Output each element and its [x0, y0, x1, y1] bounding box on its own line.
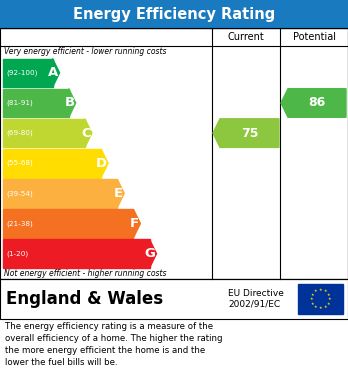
Bar	[3, 179, 117, 208]
Text: ★: ★	[326, 292, 330, 296]
Text: Not energy efficient - higher running costs: Not energy efficient - higher running co…	[4, 269, 166, 278]
Bar	[0, 279, 348, 319]
Text: ★: ★	[310, 297, 313, 301]
Text: (1-20): (1-20)	[6, 250, 28, 257]
Text: ★: ★	[328, 297, 331, 301]
Text: C: C	[81, 127, 91, 140]
Text: ★: ★	[311, 292, 315, 296]
Text: F: F	[130, 217, 139, 230]
Polygon shape	[281, 89, 346, 117]
Polygon shape	[117, 179, 124, 208]
Text: 2002/91/EC: 2002/91/EC	[228, 300, 280, 308]
Text: ★: ★	[314, 289, 318, 293]
Text: ★: ★	[323, 289, 327, 293]
Text: Potential: Potential	[293, 32, 335, 42]
Text: ★: ★	[319, 288, 322, 292]
Bar	[0, 28, 348, 279]
Bar	[3, 149, 101, 178]
Text: (92-100): (92-100)	[6, 70, 37, 76]
Text: (69-80): (69-80)	[6, 130, 33, 136]
Text: ★: ★	[323, 305, 327, 309]
Text: The energy efficiency rating is a measure of the
overall efficiency of a home. T: The energy efficiency rating is a measur…	[5, 322, 222, 368]
Text: (21-38): (21-38)	[6, 220, 33, 227]
Bar	[3, 89, 69, 117]
Polygon shape	[53, 59, 60, 87]
Polygon shape	[133, 209, 140, 238]
Polygon shape	[69, 89, 76, 117]
Text: Energy Efficiency Rating: Energy Efficiency Rating	[73, 7, 275, 22]
Bar	[3, 119, 85, 147]
Text: ★: ★	[319, 306, 322, 310]
Text: D: D	[96, 157, 107, 170]
Text: EU Directive: EU Directive	[228, 289, 284, 298]
Text: ★: ★	[311, 301, 315, 305]
Text: 86: 86	[308, 97, 326, 109]
Polygon shape	[213, 119, 279, 147]
Text: England & Wales: England & Wales	[6, 290, 163, 308]
Text: ★: ★	[314, 305, 318, 309]
Polygon shape	[85, 119, 92, 147]
Text: 75: 75	[241, 127, 258, 140]
Text: B: B	[65, 97, 75, 109]
Text: ★: ★	[326, 301, 330, 305]
Text: E: E	[114, 187, 123, 200]
Bar	[3, 209, 133, 238]
Bar	[0, 0, 348, 28]
Bar	[298, 284, 343, 314]
Polygon shape	[150, 239, 157, 268]
Text: (55-68): (55-68)	[6, 160, 33, 167]
Text: G: G	[145, 247, 156, 260]
Polygon shape	[101, 149, 108, 178]
Text: Current: Current	[228, 32, 264, 42]
Text: A: A	[48, 66, 58, 79]
Text: Very energy efficient - lower running costs: Very energy efficient - lower running co…	[4, 47, 166, 56]
Bar	[3, 59, 53, 87]
Text: (39-54): (39-54)	[6, 190, 33, 197]
Bar	[3, 239, 150, 268]
Text: (81-91): (81-91)	[6, 100, 33, 106]
